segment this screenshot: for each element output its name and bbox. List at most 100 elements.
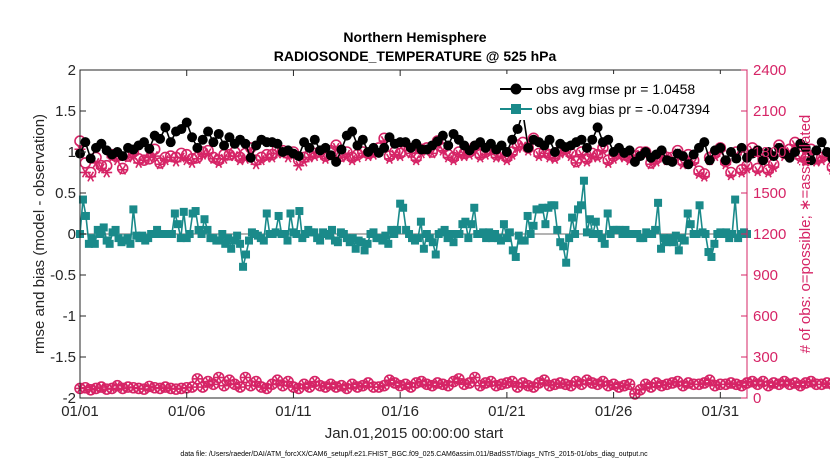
bias-point: [360, 246, 369, 255]
bias-point: [176, 234, 185, 243]
bias-point: [482, 234, 491, 243]
obs-low-assimilated-point: [213, 372, 225, 383]
bias-point: [514, 231, 523, 240]
bias-point: [262, 209, 271, 218]
bias-point: [615, 225, 624, 234]
obs-low-assimilated-point: [469, 372, 481, 383]
bias-point: [215, 236, 224, 245]
obs-possible-point: [751, 162, 764, 175]
bias-point: [292, 230, 301, 238]
bias-point: [316, 236, 325, 245]
rmse-point: [357, 134, 368, 145]
bias-point: [78, 195, 87, 204]
rmse-point: [752, 145, 763, 156]
rmse-point: [736, 142, 747, 153]
rmse-point: [827, 154, 830, 163]
bias-point: [588, 230, 597, 238]
bias-point: [111, 225, 120, 234]
bias-point: [387, 225, 396, 234]
rmse-point: [806, 155, 817, 166]
y-tick-label-right: 600: [753, 308, 778, 325]
rmse-point: [800, 142, 811, 153]
y-tick-label-right: 1800: [753, 144, 786, 161]
bias-point: [585, 215, 594, 224]
bias-point: [565, 234, 574, 243]
obs-assimilated-point: [752, 165, 764, 177]
rmse-point: [512, 124, 523, 135]
bias-point: [508, 246, 517, 255]
bias-point: [185, 230, 194, 238]
obs-assimilated-point: [394, 150, 406, 162]
rmse-point: [197, 134, 208, 145]
bias-point: [491, 230, 500, 238]
y-tick-label-left: 0.5: [55, 185, 76, 202]
bias-point: [197, 230, 206, 238]
rmse-point: [592, 122, 603, 133]
bias-point: [467, 220, 476, 229]
bias-point: [568, 213, 577, 222]
bias-point: [431, 250, 440, 259]
bias-point: [396, 199, 405, 208]
rmse-point: [320, 142, 331, 153]
bias-point: [271, 228, 280, 237]
obs-assimilated-point: [101, 167, 113, 178]
rmse-point: [155, 133, 166, 144]
obs-possible-point: [410, 151, 422, 164]
y-tick-label-right: 2400: [753, 62, 786, 79]
bias-point: [173, 220, 182, 229]
rmse-point: [699, 137, 710, 148]
bias-point: [114, 234, 123, 243]
x-tick-label: 01/16: [381, 403, 419, 420]
rmse-point: [715, 142, 726, 153]
rmse-point: [443, 140, 454, 151]
obs-possible-point: [725, 166, 737, 179]
y-axis-label-left: rmse and bias (model - observation): [31, 114, 48, 354]
bias-point: [440, 225, 449, 234]
obs-possible-point: [95, 159, 108, 172]
rmse-point: [187, 132, 198, 143]
rmse-point: [213, 128, 224, 139]
bias-point: [310, 228, 319, 237]
rmse-point: [667, 156, 678, 167]
rmse-point: [507, 134, 518, 145]
bias-point: [170, 209, 179, 218]
legend-bias-marker: [511, 104, 521, 114]
rmse-point: [549, 147, 560, 157]
obs-assimilated-point: [202, 148, 214, 159]
bias-point: [526, 230, 535, 238]
bias-point: [603, 209, 612, 218]
x-tick-label: 01/31: [702, 403, 740, 420]
obs-assimilated-point: [565, 150, 577, 162]
bias-point: [259, 236, 268, 245]
bias-point: [582, 228, 591, 237]
bias-point: [182, 234, 191, 243]
obs-assimilated-point: [725, 170, 737, 181]
obs-assimilated-point: [592, 152, 604, 163]
bias-point: [90, 239, 99, 248]
bias-point: [704, 248, 713, 257]
bias-point: [464, 234, 473, 243]
obs-assimilated-point: [826, 164, 830, 175]
series-layer: [74, 107, 830, 400]
bias-point: [342, 234, 351, 243]
obs-assimilated-point: [762, 167, 774, 178]
bias-point: [443, 234, 452, 243]
bias-point: [485, 228, 494, 237]
bias-point: [499, 220, 508, 229]
rmse-point: [704, 155, 715, 166]
rmse-point: [219, 140, 230, 151]
bias-point: [126, 239, 135, 248]
x-tick-label: 01/06: [168, 403, 206, 420]
bias-point: [301, 230, 310, 238]
legend-bias-label: obs avg bias pr = -0.047394: [536, 101, 710, 117]
bias-point: [668, 238, 677, 247]
bias-point: [707, 252, 716, 261]
rmse-point: [80, 137, 91, 148]
y-tick-label-left: -2: [63, 390, 76, 407]
obs-assimilated-point: [501, 155, 513, 166]
bias-point: [496, 236, 505, 245]
bias-point: [618, 230, 627, 238]
rmse-point: [731, 153, 742, 164]
obs-possible-point: [826, 161, 830, 173]
footer-data-file: data file: /Users/raeder/DAI/ATM_forcXX/…: [180, 451, 648, 458]
